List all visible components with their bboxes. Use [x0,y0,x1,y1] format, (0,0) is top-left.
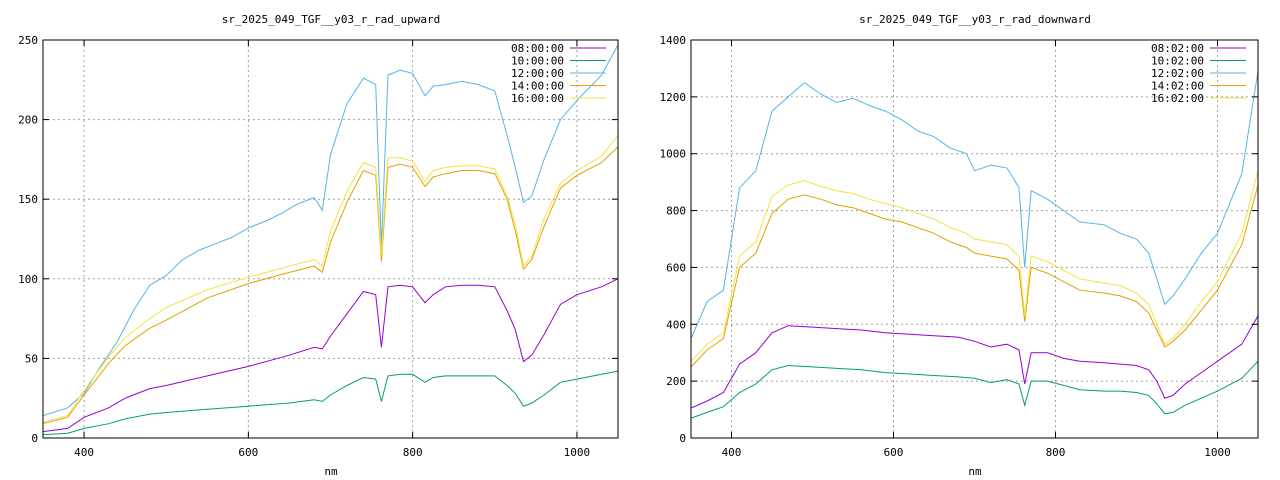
x-tick-label: 400 [722,446,742,459]
series-group [43,44,618,436]
series-line-14:00:00 [43,146,618,425]
upward-radiance-chart: sr_2025_049_TGF__y03_r_rad_upward nm 400… [18,13,619,478]
x-axis-label: nm [968,465,982,478]
legend-label: 16:00:00 [511,92,564,105]
x-tick-label: 600 [238,446,258,459]
y-tick-label: 150 [18,193,38,206]
y-tick-label: 600 [666,261,686,274]
x-tick-label: 400 [74,446,94,459]
x-tick-label: 800 [1046,446,1066,459]
x-tick-label: 1000 [1204,446,1231,459]
series-line-14:02:00 [691,184,1258,368]
chart-title: sr_2025_049_TGF__y03_r_rad_upward [222,13,441,26]
series-line-12:00:00 [43,44,618,417]
series-line-08:02:00 [691,315,1258,409]
y-tick-label: 1400 [660,34,687,47]
plot-frame [690,39,1259,439]
legend-label: 08:00:00 [511,42,564,55]
y-tick-label: 200 [666,375,686,388]
series-line-16:00:00 [43,135,618,423]
chart-title: sr_2025_049_TGF__y03_r_rad_downward [859,13,1091,26]
series-line-10:02:00 [691,360,1258,419]
downward-radiance-chart: sr_2025_049_TGF__y03_r_rad_downward nm 4… [660,13,1259,478]
y-tick-label: 250 [18,34,38,47]
y-tick-label: 1000 [660,148,687,161]
y-tick-label: 0 [31,432,38,445]
plot-frame [42,39,619,439]
series-group [691,71,1258,419]
y-tick-label: 1200 [660,91,687,104]
legend-label: 12:02:00 [1151,67,1204,80]
x-tick-label: 1000 [564,446,591,459]
legend-label: 14:02:00 [1151,80,1204,93]
x-tick-label: 600 [884,446,904,459]
series-line-12:02:00 [691,71,1258,339]
series-line-10:00:00 [43,370,618,436]
series-line-16:02:00 [691,170,1258,362]
legend-label: 08:02:00 [1151,42,1204,55]
series-line-08:00:00 [43,278,618,433]
legend-label: 10:02:00 [1151,55,1204,68]
legend-label: 12:00:00 [511,67,564,80]
x-axis-label: nm [324,465,338,478]
y-tick-label: 100 [18,273,38,286]
y-tick-label: 200 [18,114,38,127]
y-tick-label: 400 [666,318,686,331]
x-tick-label: 800 [403,446,423,459]
legend-label: 10:00:00 [511,55,564,68]
y-tick-label: 800 [666,205,686,218]
y-tick-label: 0 [679,432,686,445]
y-tick-label: 50 [25,352,38,365]
legend-label: 16:02:00 [1151,92,1204,105]
legend-label: 14:00:00 [511,80,564,93]
